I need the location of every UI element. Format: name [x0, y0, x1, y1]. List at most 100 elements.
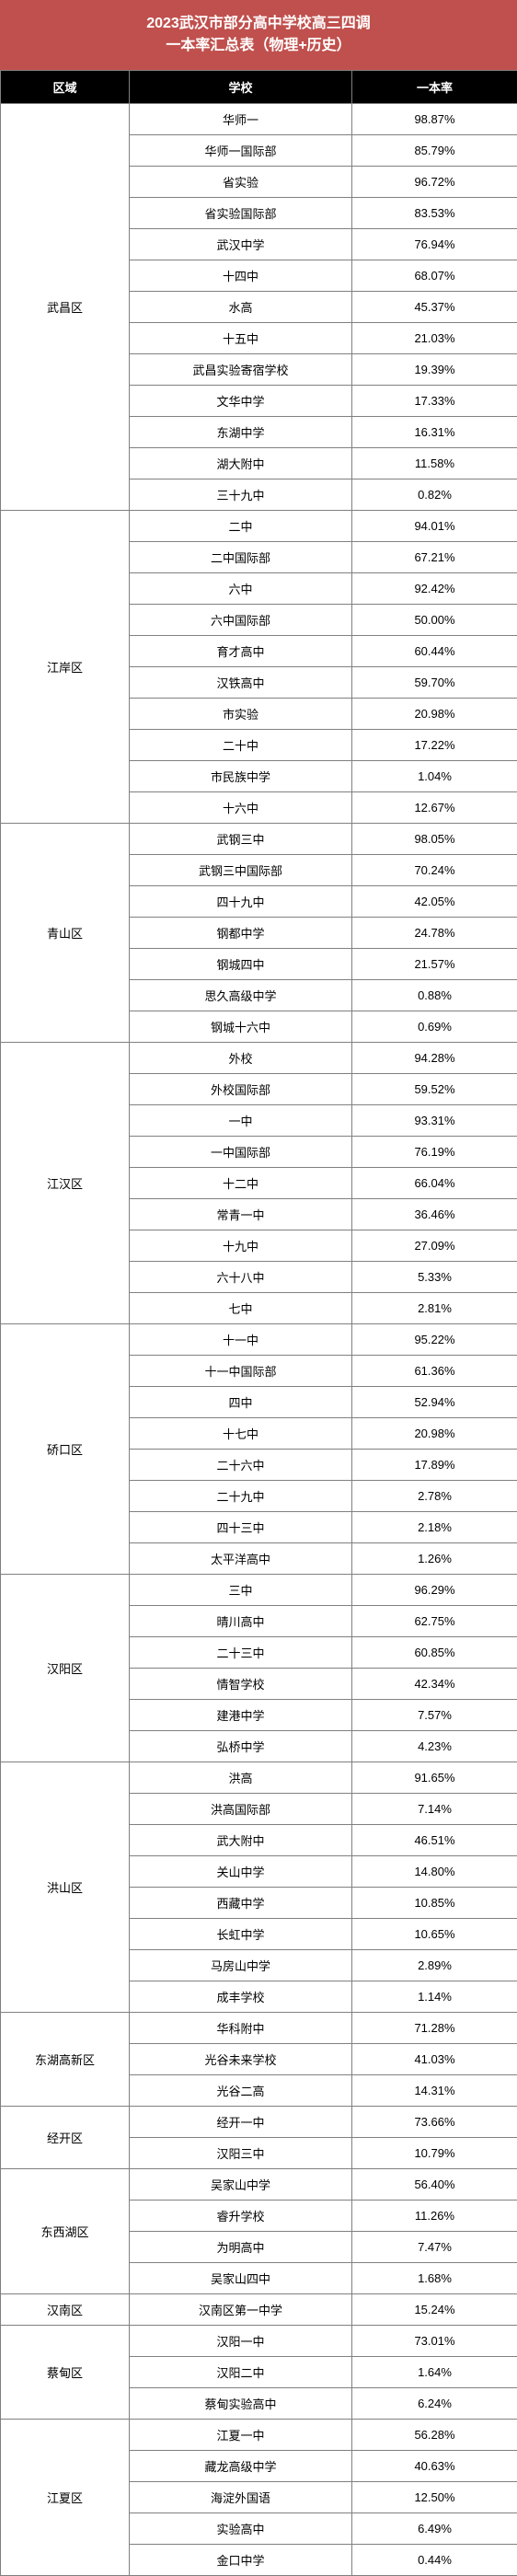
school-cell: 华师一国际部 — [130, 135, 352, 167]
school-cell: 七中 — [130, 1293, 352, 1324]
school-cell: 吴家山四中 — [130, 2263, 352, 2294]
school-cell: 二十三中 — [130, 1637, 352, 1669]
table-row: 硚口区十一中95.22% — [1, 1324, 517, 1356]
school-cell: 武钢三中 — [130, 824, 352, 855]
rate-cell: 95.22% — [352, 1324, 517, 1356]
school-cell: 钢城十六中 — [130, 1011, 352, 1043]
rate-cell: 4.23% — [352, 1731, 517, 1762]
school-cell: 武昌实验寄宿学校 — [130, 354, 352, 386]
school-cell: 六中 — [130, 573, 352, 605]
rate-cell: 85.79% — [352, 135, 517, 167]
rate-cell: 41.03% — [352, 2044, 517, 2075]
rate-cell: 11.26% — [352, 2201, 517, 2232]
rate-cell: 76.94% — [352, 229, 517, 260]
school-cell: 经开一中 — [130, 2107, 352, 2138]
table-row: 江夏区江夏一中56.28% — [1, 2420, 517, 2451]
rate-cell: 15.24% — [352, 2294, 517, 2326]
region-cell: 江汉区 — [1, 1043, 130, 1324]
rate-cell: 7.57% — [352, 1700, 517, 1731]
school-cell: 二中国际部 — [130, 542, 352, 573]
rate-cell: 17.33% — [352, 386, 517, 417]
school-cell: 武汉中学 — [130, 229, 352, 260]
school-cell: 蔡甸实验高中 — [130, 2388, 352, 2420]
rate-cell: 21.57% — [352, 949, 517, 980]
region-cell: 武昌区 — [1, 104, 130, 511]
school-cell: 十六中 — [130, 792, 352, 824]
table-row: 洪山区洪高91.65% — [1, 1762, 517, 1794]
rate-cell: 96.29% — [352, 1575, 517, 1606]
region-cell: 硚口区 — [1, 1324, 130, 1575]
school-cell: 外校国际部 — [130, 1074, 352, 1105]
school-cell: 汉阳一中 — [130, 2326, 352, 2357]
school-cell: 常青一中 — [130, 1199, 352, 1230]
table-row: 东湖高新区华科附中71.28% — [1, 2013, 517, 2044]
school-cell: 十九中 — [130, 1230, 352, 1262]
school-cell: 二中 — [130, 511, 352, 542]
rate-cell: 70.24% — [352, 855, 517, 886]
rate-cell: 83.53% — [352, 198, 517, 229]
school-cell: 汉阳三中 — [130, 2138, 352, 2169]
school-cell: 洪高国际部 — [130, 1794, 352, 1825]
rate-cell: 68.07% — [352, 260, 517, 292]
rate-cell: 6.24% — [352, 2388, 517, 2420]
rate-cell: 27.09% — [352, 1230, 517, 1262]
table-row: 东西湖区吴家山中学56.40% — [1, 2169, 517, 2201]
rate-cell: 20.98% — [352, 1418, 517, 1450]
rate-cell: 42.34% — [352, 1669, 517, 1700]
rate-cell: 1.04% — [352, 761, 517, 792]
title-line1: 2023武汉市部分高中学校高三四调 — [7, 13, 510, 35]
table-container: 2023武汉市部分高中学校高三四调 一本率汇总表（物理+历史） 区域 学校 一本… — [0, 0, 517, 2576]
table-row: 江岸区二中94.01% — [1, 511, 517, 542]
rate-cell: 76.19% — [352, 1137, 517, 1168]
school-cell: 华科附中 — [130, 2013, 352, 2044]
school-cell: 马房山中学 — [130, 1950, 352, 1981]
school-cell: 钢都中学 — [130, 918, 352, 949]
rate-cell: 46.51% — [352, 1825, 517, 1856]
rate-cell: 12.67% — [352, 792, 517, 824]
rate-cell: 73.66% — [352, 2107, 517, 2138]
school-cell: 省实验国际部 — [130, 198, 352, 229]
region-cell: 青山区 — [1, 824, 130, 1043]
rate-cell: 2.18% — [352, 1512, 517, 1543]
rate-cell: 21.03% — [352, 323, 517, 354]
table-row: 经开区经开一中73.66% — [1, 2107, 517, 2138]
col-rate: 一本率 — [352, 71, 517, 104]
rate-cell: 52.94% — [352, 1387, 517, 1418]
school-cell: 十二中 — [130, 1168, 352, 1199]
school-cell: 市实验 — [130, 699, 352, 730]
rate-cell: 61.36% — [352, 1356, 517, 1387]
rate-cell: 92.42% — [352, 573, 517, 605]
rate-cell: 16.31% — [352, 417, 517, 448]
school-cell: 市民族中学 — [130, 761, 352, 792]
rate-cell: 7.14% — [352, 1794, 517, 1825]
rate-cell: 0.82% — [352, 479, 517, 511]
data-table: 区域 学校 一本率 武昌区华师一98.87%华师一国际部85.79%省实验96.… — [0, 70, 517, 2576]
rate-cell: 45.37% — [352, 292, 517, 323]
school-cell: 四十九中 — [130, 886, 352, 918]
school-cell: 六十八中 — [130, 1262, 352, 1293]
rate-cell: 60.85% — [352, 1637, 517, 1669]
rate-cell: 56.28% — [352, 2420, 517, 2451]
rate-cell: 10.85% — [352, 1888, 517, 1919]
school-cell: 建港中学 — [130, 1700, 352, 1731]
rate-cell: 59.70% — [352, 667, 517, 699]
region-cell: 汉南区 — [1, 2294, 130, 2326]
rate-cell: 17.22% — [352, 730, 517, 761]
school-cell: 武大附中 — [130, 1825, 352, 1856]
rate-cell: 24.78% — [352, 918, 517, 949]
rate-cell: 0.69% — [352, 1011, 517, 1043]
school-cell: 十七中 — [130, 1418, 352, 1450]
header-row: 区域 学校 一本率 — [1, 71, 517, 104]
rate-cell: 62.75% — [352, 1606, 517, 1637]
table-row: 青山区武钢三中98.05% — [1, 824, 517, 855]
table-row: 汉南区汉南区第一中学15.24% — [1, 2294, 517, 2326]
rate-cell: 1.64% — [352, 2357, 517, 2388]
region-cell: 东西湖区 — [1, 2169, 130, 2294]
rate-cell: 67.21% — [352, 542, 517, 573]
region-cell: 汉阳区 — [1, 1575, 130, 1762]
rate-cell: 14.31% — [352, 2075, 517, 2107]
school-cell: 三中 — [130, 1575, 352, 1606]
school-cell: 藏龙高级中学 — [130, 2451, 352, 2482]
table-row: 蔡甸区汉阳一中73.01% — [1, 2326, 517, 2357]
school-cell: 光谷未来学校 — [130, 2044, 352, 2075]
